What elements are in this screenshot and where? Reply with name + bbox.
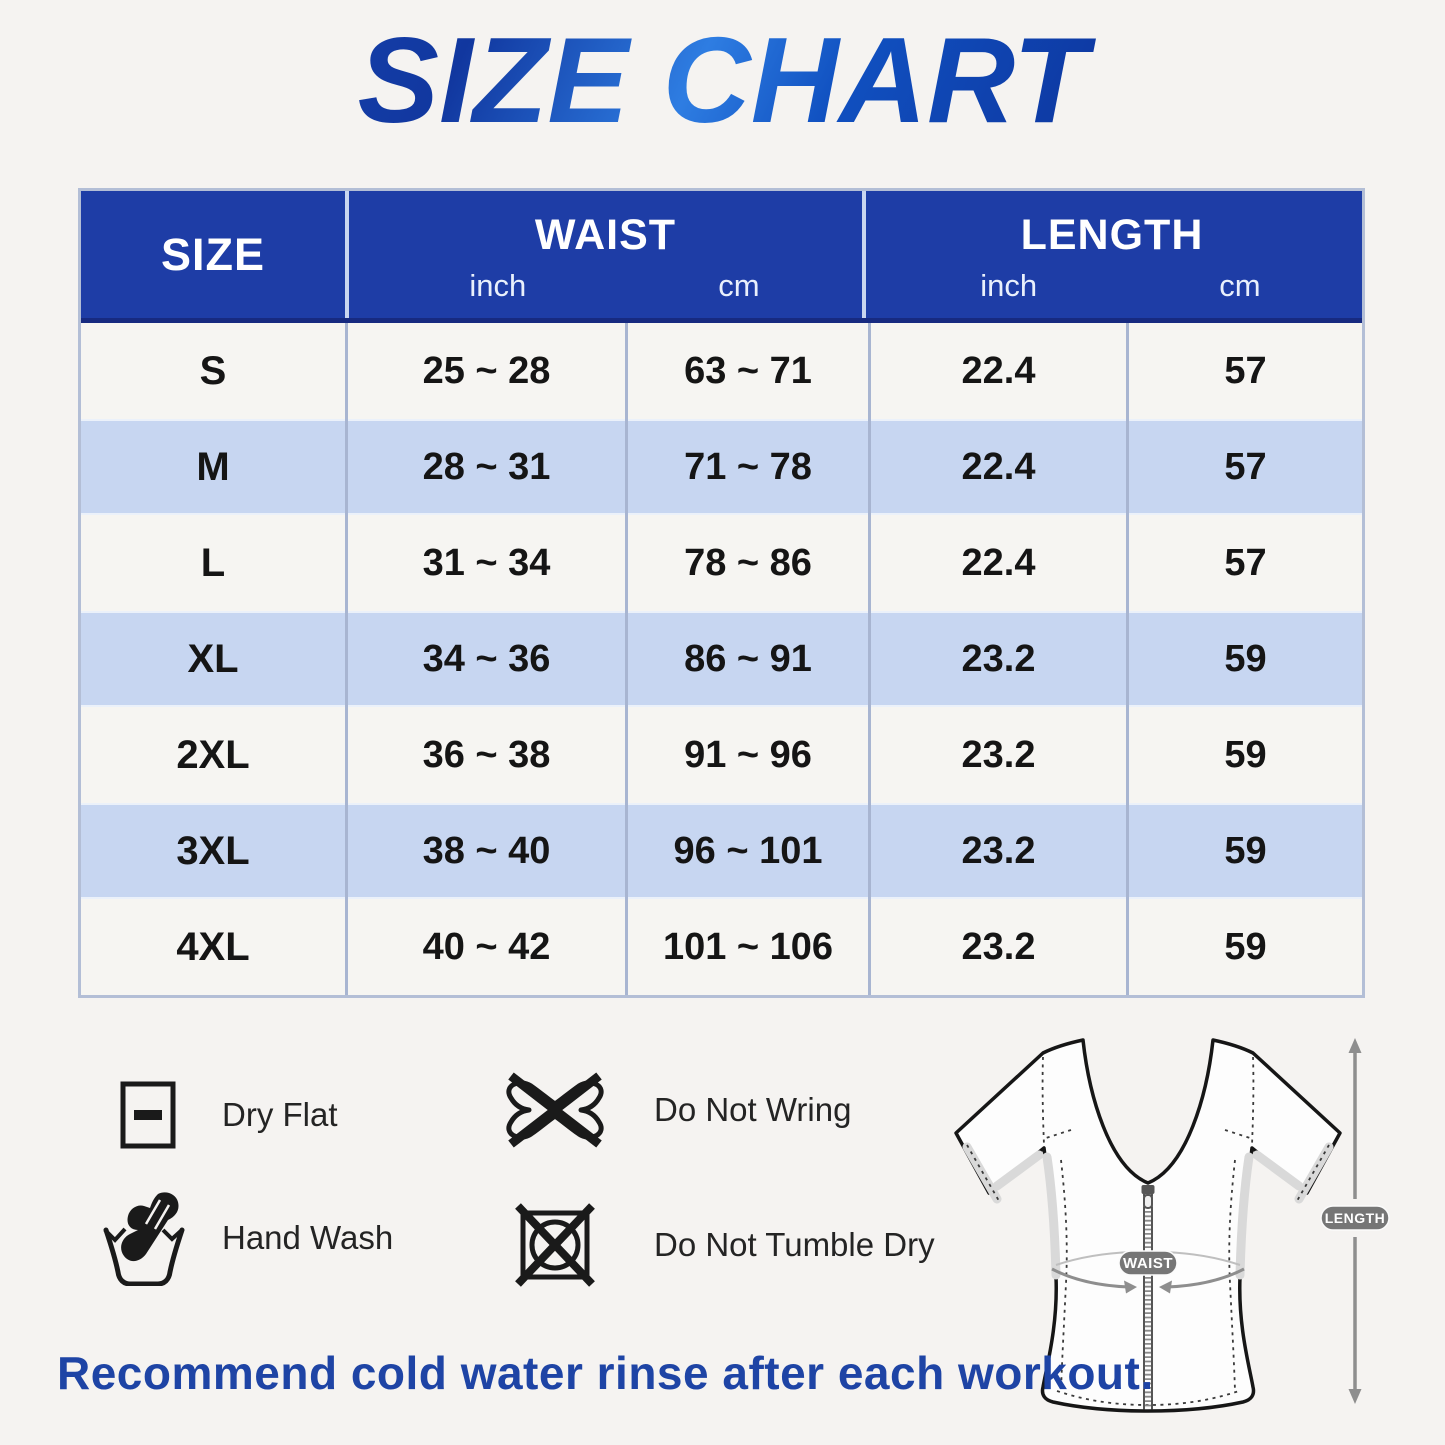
value-cell: 57	[1224, 445, 1267, 488]
table-row: XL 34 ~ 36 86 ~ 91 23.2 59	[81, 611, 1362, 707]
size-cell: S	[81, 323, 348, 419]
do-not-wring-icon	[506, 1072, 604, 1148]
length-badge: LENGTH	[1320, 1205, 1390, 1231]
value-cell: 96 ~ 101	[628, 803, 871, 899]
table-row: 2XL 36 ~ 38 91 ~ 96 23.2 59	[81, 707, 1362, 803]
care-label: Do Not Wring	[654, 1091, 852, 1128]
value-cell: 59	[1224, 637, 1267, 680]
table-row: 4XL 40 ~ 42 101 ~ 106 23.2 59	[81, 899, 1362, 995]
care-item-do-not-wring: Do Not Wring	[470, 1063, 851, 1157]
header-waist-label: WAIST	[534, 211, 677, 259]
value-cell: 23.2	[871, 803, 1129, 899]
header-waist-group: WAIST inch cm	[349, 191, 866, 318]
size-cell: 3XL	[81, 803, 348, 899]
zipper	[1141, 1185, 1155, 1410]
size-table: SIZE WAIST inch cm LENGTH inch cm S 25 ~ …	[78, 188, 1365, 998]
value-cell: 59	[1224, 829, 1267, 872]
care-item-hand-wash: Hand Wash	[80, 1188, 393, 1288]
value-cell: 23.2	[871, 899, 1129, 995]
value-cell: 38 ~ 40	[348, 803, 628, 899]
header-waist-unit-cm: cm	[718, 268, 760, 303]
care-item-dry-flat: Dry Flat	[88, 1068, 338, 1162]
value-cell: 57	[1224, 541, 1267, 584]
value-cell: 22.4	[871, 323, 1129, 419]
value-cell: 63 ~ 71	[628, 323, 871, 419]
header-size: SIZE	[81, 191, 349, 318]
value-cell: 71 ~ 78	[628, 419, 871, 515]
waist-badge: WAIST	[1118, 1250, 1178, 1276]
table-row: S 25 ~ 28 63 ~ 71 22.4 57	[81, 323, 1362, 419]
value-cell: 36 ~ 38	[348, 707, 628, 803]
size-cell: L	[81, 515, 348, 611]
value-cell: 59	[1224, 733, 1267, 776]
care-item-do-not-tumble-dry: Do Not Tumble Dry	[470, 1198, 935, 1292]
table-row: 3XL 38 ~ 40 96 ~ 101 23.2 59	[81, 803, 1362, 899]
do-not-tumble-dry-icon	[515, 1203, 595, 1287]
care-label: Hand Wash	[222, 1219, 394, 1256]
size-cell: 2XL	[81, 707, 348, 803]
waist-badge-label: WAIST	[1123, 1255, 1173, 1272]
length-badge-label: LENGTH	[1325, 1210, 1386, 1226]
page-title: SIZE CHART	[0, 10, 1445, 150]
care-label: Dry Flat	[222, 1096, 338, 1133]
dry-flat-icon	[120, 1081, 176, 1149]
table-header: SIZE WAIST inch cm LENGTH inch cm	[81, 191, 1362, 323]
value-cell: 101 ~ 106	[628, 899, 871, 995]
value-cell: 22.4	[871, 515, 1129, 611]
value-cell: 59	[1224, 925, 1267, 968]
value-cell: 91 ~ 96	[628, 707, 871, 803]
value-cell: 23.2	[871, 707, 1129, 803]
value-cell: 86 ~ 91	[628, 611, 871, 707]
value-cell: 25 ~ 28	[348, 323, 628, 419]
value-cell: 34 ~ 36	[348, 611, 628, 707]
header-length-group: LENGTH inch cm	[866, 191, 1358, 318]
length-arrow	[1348, 1038, 1362, 1404]
size-cell: M	[81, 419, 348, 515]
value-cell: 28 ~ 31	[348, 419, 628, 515]
seam-shading	[962, 1142, 1334, 1280]
size-cell: XL	[81, 611, 348, 707]
footer-note: Recommend cold water rinse after each wo…	[57, 1347, 1154, 1399]
header-length-unit-cm: cm	[1219, 268, 1261, 303]
table-row: M 28 ~ 31 71 ~ 78 22.4 57	[81, 419, 1362, 515]
table-row: L 31 ~ 34 78 ~ 86 22.4 57	[81, 515, 1362, 611]
table-body: S 25 ~ 28 63 ~ 71 22.4 57 M 28 ~ 31 71 ~ 78 22.4…	[81, 323, 1362, 995]
header-length-unit-inch: inch	[980, 268, 1038, 303]
header-length-label: LENGTH	[1020, 211, 1204, 259]
garment-diagram: WAIST LENGTH	[954, 1038, 1390, 1413]
header-waist-unit-inch: inch	[469, 268, 527, 303]
size-cell: 4XL	[81, 899, 348, 995]
hand-wash-icon	[103, 1192, 185, 1286]
value-cell: 40 ~ 42	[348, 899, 628, 995]
value-cell: 57	[1224, 349, 1267, 392]
value-cell: 22.4	[871, 419, 1129, 515]
value-cell: 23.2	[871, 611, 1129, 707]
value-cell: 31 ~ 34	[348, 515, 628, 611]
care-label: Do Not Tumble Dry	[654, 1226, 935, 1263]
value-cell: 78 ~ 86	[628, 515, 871, 611]
